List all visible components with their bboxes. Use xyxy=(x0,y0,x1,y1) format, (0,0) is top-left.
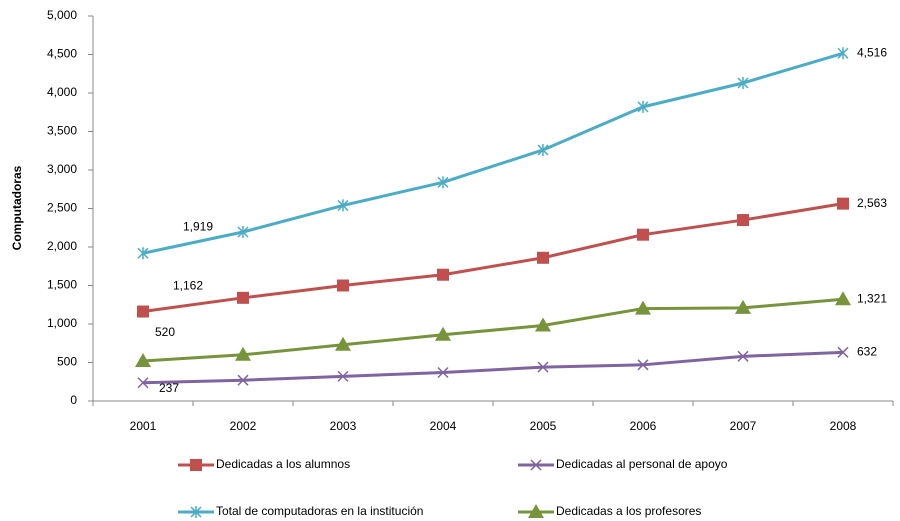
series-line xyxy=(142,202,844,314)
marker xyxy=(137,305,149,318)
data-label: 4,516 xyxy=(857,45,887,59)
y-tick-label: 500 xyxy=(57,355,77,369)
data-label: 1,162 xyxy=(173,279,203,293)
legend-item: Dedicadas a los profesores xyxy=(518,504,701,518)
y-tick-label: 3,500 xyxy=(47,124,77,138)
series-line xyxy=(142,297,844,363)
marker xyxy=(190,459,202,471)
marker xyxy=(537,251,549,264)
y-axis-label: Computadoras xyxy=(10,165,24,250)
marker xyxy=(235,346,251,361)
y-tick-label: 2,000 xyxy=(47,239,77,253)
data-label: 237 xyxy=(159,381,179,395)
marker xyxy=(437,176,449,189)
y-tick-label: 4,500 xyxy=(47,47,77,61)
data-label: 1,919 xyxy=(183,219,213,233)
marker xyxy=(137,247,149,260)
marker xyxy=(337,370,349,382)
legend-item: Dedicadas al personal de apoyo xyxy=(518,457,728,471)
marker xyxy=(635,300,651,315)
x-tick-label: 2002 xyxy=(230,419,257,433)
x-tick-label: 2004 xyxy=(430,419,457,433)
y-tick-label: 3,000 xyxy=(47,162,77,176)
marker xyxy=(135,352,151,367)
marker xyxy=(735,299,751,314)
marker xyxy=(637,100,649,113)
x-tick-label: 2008 xyxy=(830,419,857,433)
marker xyxy=(437,268,449,281)
marker xyxy=(837,47,849,60)
marker xyxy=(237,291,249,304)
y-tick-label: 5,000 xyxy=(47,8,77,22)
marker xyxy=(737,76,749,89)
x-tick-label: 2006 xyxy=(630,419,657,433)
marker xyxy=(137,377,149,389)
marker xyxy=(535,317,551,332)
y-tick-label: 4,000 xyxy=(47,85,77,99)
marker xyxy=(837,197,849,210)
marker xyxy=(737,350,749,362)
marker xyxy=(837,346,849,358)
series-line xyxy=(142,350,844,385)
data-label: 520 xyxy=(155,325,175,339)
marker xyxy=(737,214,749,227)
marker xyxy=(637,228,649,241)
marker xyxy=(237,374,249,386)
marker xyxy=(337,279,349,292)
legend-item: Dedicadas a los alumnos xyxy=(178,457,350,471)
marker xyxy=(237,225,249,238)
legend-item: Total de computadoras en la institución xyxy=(178,504,423,518)
y-tick-label: 1,000 xyxy=(47,316,77,330)
marker xyxy=(537,361,549,373)
x-tick-label: 2003 xyxy=(330,419,357,433)
y-tick-label: 2,500 xyxy=(47,201,77,215)
legend-label: Dedicadas a los alumnos xyxy=(216,457,350,471)
x-tick-label: 2001 xyxy=(130,419,157,433)
marker xyxy=(530,459,542,471)
legend-label: Dedicadas al personal de apoyo xyxy=(556,457,728,471)
series-line xyxy=(142,51,844,255)
marker xyxy=(190,506,202,518)
data-label: 632 xyxy=(857,345,877,359)
marker xyxy=(835,291,851,306)
x-tick-label: 2007 xyxy=(730,419,757,433)
marker xyxy=(337,199,349,212)
x-tick-label: 2005 xyxy=(530,419,557,433)
data-label: 1,321 xyxy=(857,291,887,305)
legend-label: Total de computadoras en la institución xyxy=(216,504,423,518)
marker xyxy=(637,359,649,371)
marker xyxy=(335,336,351,351)
marker xyxy=(537,143,549,156)
marker xyxy=(528,504,544,518)
y-tick-label: 1,500 xyxy=(47,278,77,292)
marker xyxy=(437,366,449,379)
legend-label: Dedicadas a los profesores xyxy=(556,504,701,518)
marker xyxy=(435,326,451,341)
y-tick-label: 0 xyxy=(70,393,77,407)
data-label: 2,563 xyxy=(857,196,887,210)
